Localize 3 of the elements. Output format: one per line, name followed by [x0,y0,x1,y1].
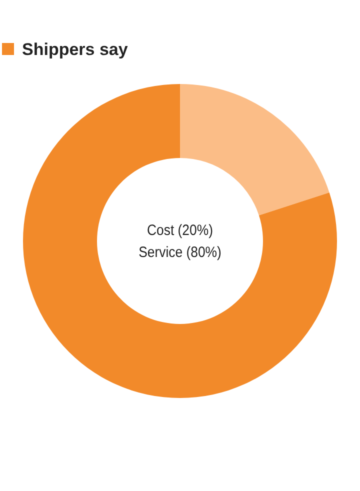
legend-label: Shippers say [22,40,128,59]
slice-label: Cost (20%) [147,221,213,238]
slice-label: Service (80%) [138,243,222,260]
